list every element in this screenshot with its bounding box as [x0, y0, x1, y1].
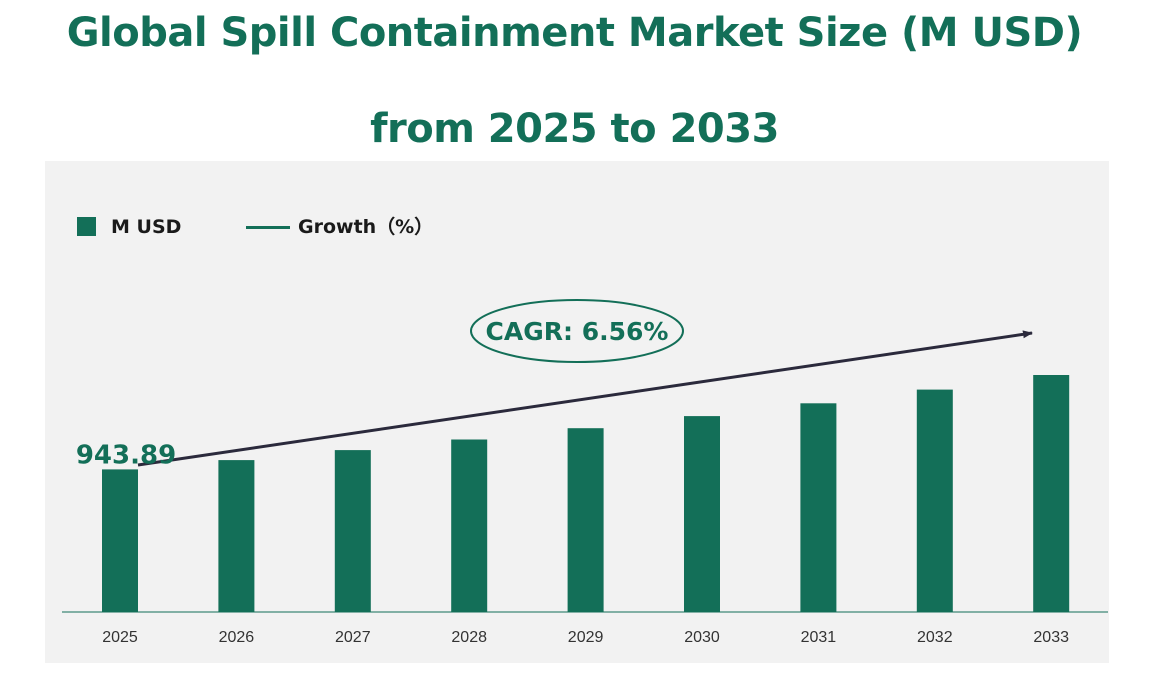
bars-layer: [102, 375, 1070, 612]
bar-2031: [800, 403, 837, 612]
bar-2026: [218, 460, 255, 612]
cagr-ellipse: [470, 299, 684, 363]
chart-title-line-2: from 2025 to 2033: [370, 106, 779, 152]
legend-bar-swatch: [77, 217, 96, 236]
x-tick-labels: 2025 2026 2027 2028 2029 2030 2031 2032 2033: [102, 629, 1069, 646]
bar-2030: [684, 416, 720, 612]
legend-line-swatch: [246, 226, 290, 229]
legend-bar-label: M USD: [111, 216, 182, 238]
cagr-label: CAGR: 6.56%: [486, 317, 669, 346]
cagr-trend-arrow: [137, 330, 1033, 467]
bar-2033: [1033, 375, 1070, 612]
x-tick-label-2027: 2027: [335, 629, 371, 646]
x-tick-label-2030: 2030: [684, 629, 720, 646]
bar-2029: [567, 428, 604, 612]
bar-2027: [334, 450, 371, 612]
bar-2028: [451, 439, 488, 612]
legend-line-label: Growth（%）: [298, 216, 434, 238]
x-tick-label-2026: 2026: [219, 629, 255, 646]
x-tick-label-2025: 2025: [102, 629, 138, 646]
chart-title-line-1: Global Spill Containment Market Size (M …: [66, 10, 1083, 56]
data-labels: 943.89: [76, 440, 176, 470]
x-tick-label-2029: 2029: [568, 629, 604, 646]
data-label-2025: 943.89: [76, 440, 176, 470]
bar-2032: [916, 389, 953, 612]
x-tick-label-2028: 2028: [451, 629, 487, 646]
x-tick-label-2031: 2031: [801, 629, 837, 646]
x-tick-label-2032: 2032: [917, 629, 953, 646]
x-tick-label-2033: 2033: [1033, 629, 1069, 646]
bar-2025: [102, 469, 138, 612]
